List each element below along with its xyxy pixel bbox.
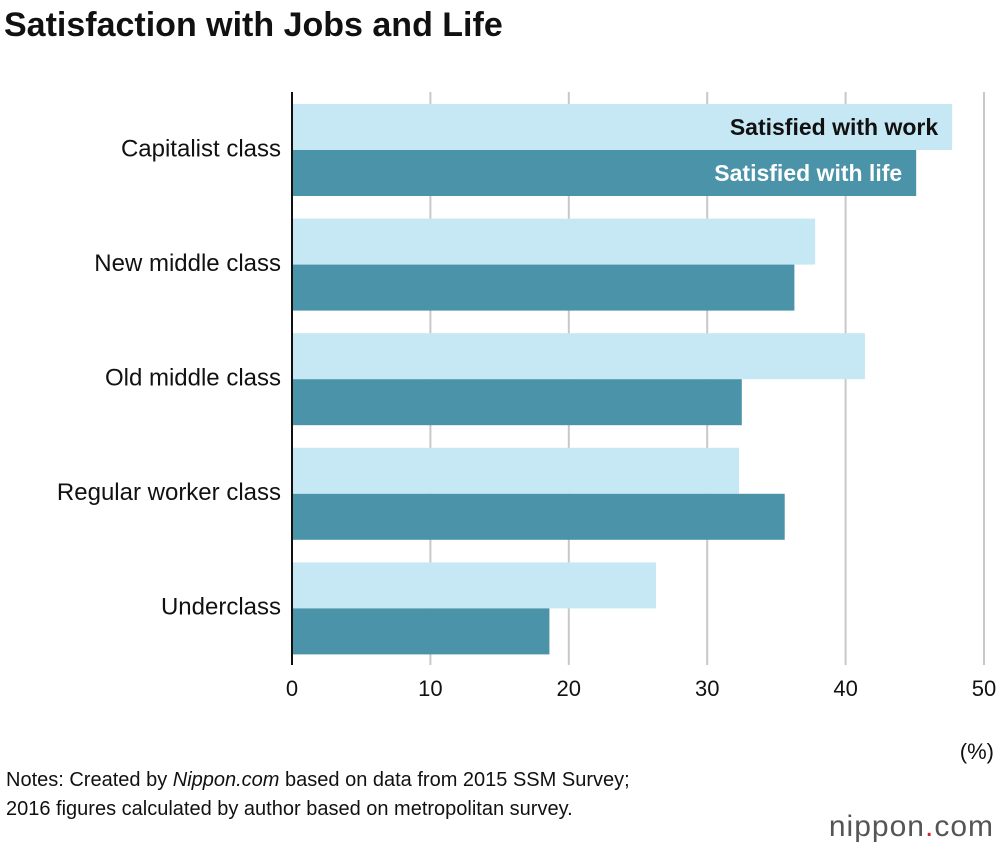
bar — [292, 608, 550, 655]
logo-text: . — [924, 810, 935, 843]
bar — [292, 150, 917, 196]
notes: Notes: Created by Nippon.com based on da… — [6, 766, 646, 824]
bar — [292, 379, 742, 426]
bar — [292, 447, 740, 494]
bar — [292, 264, 795, 311]
logo: nippon.com — [829, 810, 994, 844]
note-text: Nippon.com — [172, 769, 280, 791]
bar — [292, 104, 953, 150]
y-tick-label: Capitalist class — [121, 135, 281, 162]
x-tick-label: 10 — [418, 676, 442, 701]
y-tick-label: Old middle class — [105, 365, 281, 392]
legend-label: Satisfied with life — [714, 160, 902, 186]
x-tick-label: 0 — [286, 676, 298, 701]
x-tick-label: 30 — [695, 676, 719, 701]
x-tick-label: 40 — [833, 676, 857, 701]
note-text: based on data from 2015 SSM Survey; 2016… — [6, 769, 630, 820]
bar — [292, 218, 816, 265]
chart-title: Satisfaction with Jobs and Life — [4, 6, 503, 44]
bar — [292, 333, 865, 380]
logo-text: nippon — [828, 810, 925, 843]
legend-label: Satisfied with work — [730, 114, 939, 140]
bar — [292, 562, 656, 609]
logo-text: com — [934, 810, 994, 843]
x-tick-label: 50 — [972, 676, 996, 701]
unit-label: (%) — [960, 739, 994, 764]
x-tick-label: 20 — [557, 676, 581, 701]
y-tick-label: New middle class — [94, 250, 281, 277]
y-tick-label: Underclass — [161, 594, 281, 621]
y-tick-label: Regular worker class — [57, 479, 281, 506]
bar — [292, 493, 785, 540]
note-text: Notes: Created by — [6, 769, 173, 791]
